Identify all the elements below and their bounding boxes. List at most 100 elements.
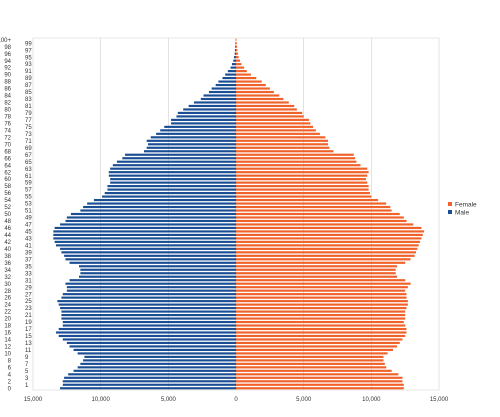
age-label-41: 41 [25,243,32,249]
age-label-44: 44 [4,233,11,239]
bar-female-age-67 [236,153,354,156]
age-label-53: 53 [25,202,32,208]
bar-male-age-98 [235,45,236,48]
bar-male-age-87 [215,83,236,87]
bar-male-age-21 [61,313,236,317]
age-label-86: 86 [4,87,11,93]
bar-male-age-82 [194,101,236,104]
bar-male-age-94 [233,59,236,62]
bar-male-age-57 [107,188,236,191]
bar-male-age-64 [112,164,236,167]
bar-female-age-37 [236,258,411,261]
bar-female-age-36 [236,261,406,264]
bar-male-age-70 [148,143,236,146]
bar-female-age-98 [236,45,238,48]
bar-male-age-50 [70,212,236,216]
age-label-71: 71 [25,139,32,145]
bar-female-age-48 [236,219,407,223]
bar-female-age-3 [236,376,403,379]
bar-male-age-7 [80,362,236,365]
bar-female-age-19 [236,320,404,324]
bar-female-age-52 [236,205,391,209]
bar-female-age-99 [236,42,237,45]
bar-male-age-55 [102,195,237,198]
bar-male-age-8 [83,359,236,362]
age-label-60: 60 [4,177,11,183]
bar-female-age-13 [236,341,400,345]
bar-male-age-84 [203,94,236,97]
age-label-77: 77 [25,118,32,124]
x-tick-label-6: 15,000 [430,397,449,403]
age-label-43: 43 [25,236,32,242]
bar-female-age-62 [236,171,369,174]
age-label-42: 42 [4,240,11,246]
bar-female-age-56 [236,192,370,195]
bar-female-age-87 [236,83,266,87]
x-tick-label-5: 10,000 [362,397,381,403]
bar-female-age-26 [236,296,407,299]
bar-male-age-45 [53,230,236,233]
bar-female-age-35 [236,265,398,268]
bar-female-age-61 [236,174,368,177]
bar-male-age-27 [62,293,237,296]
bar-female-age-41 [236,244,419,247]
bar-female-age-44 [236,233,423,236]
bar-female-age-77 [236,118,310,121]
age-label-81: 81 [25,104,32,110]
age-label-28: 28 [4,289,11,295]
bar-female-age-27 [236,293,407,296]
age-label-5: 5 [25,369,29,375]
bar-female-age-85 [236,90,274,94]
age-label-20: 20 [4,317,11,323]
bar-male-age-3 [64,376,236,379]
bar-female-age-76 [236,122,311,125]
age-label-21: 21 [25,313,32,319]
bar-female-age-89 [236,76,257,80]
age-label-36: 36 [4,261,11,267]
bar-female-age-88 [236,80,262,83]
bar-female-age-4 [236,373,399,376]
bar-male-age-83 [200,97,236,101]
age-label-8: 8 [8,358,12,364]
age-label-48: 48 [4,219,11,225]
age-label-56: 56 [4,191,11,197]
bar-male-age-31 [69,279,236,282]
bar-female-age-9 [236,355,384,358]
bar-female-age-21 [236,313,406,317]
age-label-15: 15 [25,334,32,340]
x-tick-label-3: 0 [234,397,238,403]
bar-male-age-52 [83,205,236,209]
bar-male-age-92 [230,66,236,69]
age-label-13: 13 [25,341,32,347]
age-label-1: 1 [25,383,29,389]
bar-female-age-24 [236,303,408,306]
age-label-79: 79 [25,111,32,117]
age-label-26: 26 [4,296,11,302]
bar-female-age-15 [236,334,406,338]
bar-male-age-51 [80,209,236,212]
bar-male-age-29 [66,286,236,289]
bar-male-age-69 [146,146,236,149]
bar-female-age-1 [236,383,404,386]
bar-male-age-44 [53,233,236,236]
bar-male-age-17 [58,327,236,331]
bar-male-age-28 [66,289,236,292]
bar-male-age-85 [208,90,236,94]
bar-female-age-46 [236,226,422,230]
age-label-10: 10 [4,352,11,358]
bar-male-age-48 [65,219,236,223]
bar-male-age-59 [110,181,236,184]
age-label-68: 68 [4,149,11,155]
bar-female-age-11 [236,348,393,352]
bar-female-age-94 [236,59,241,62]
bar-male-age-18 [62,324,237,327]
bar-female-age-78 [236,115,304,118]
age-label-89: 89 [25,76,32,82]
bar-female-age-34 [236,268,396,271]
bar-male-age-0 [60,387,236,390]
bar-male-age-26 [61,296,236,299]
bar-male-age-22 [61,310,236,313]
bar-female-age-60 [236,178,366,181]
bar-female-age-79 [236,111,303,115]
